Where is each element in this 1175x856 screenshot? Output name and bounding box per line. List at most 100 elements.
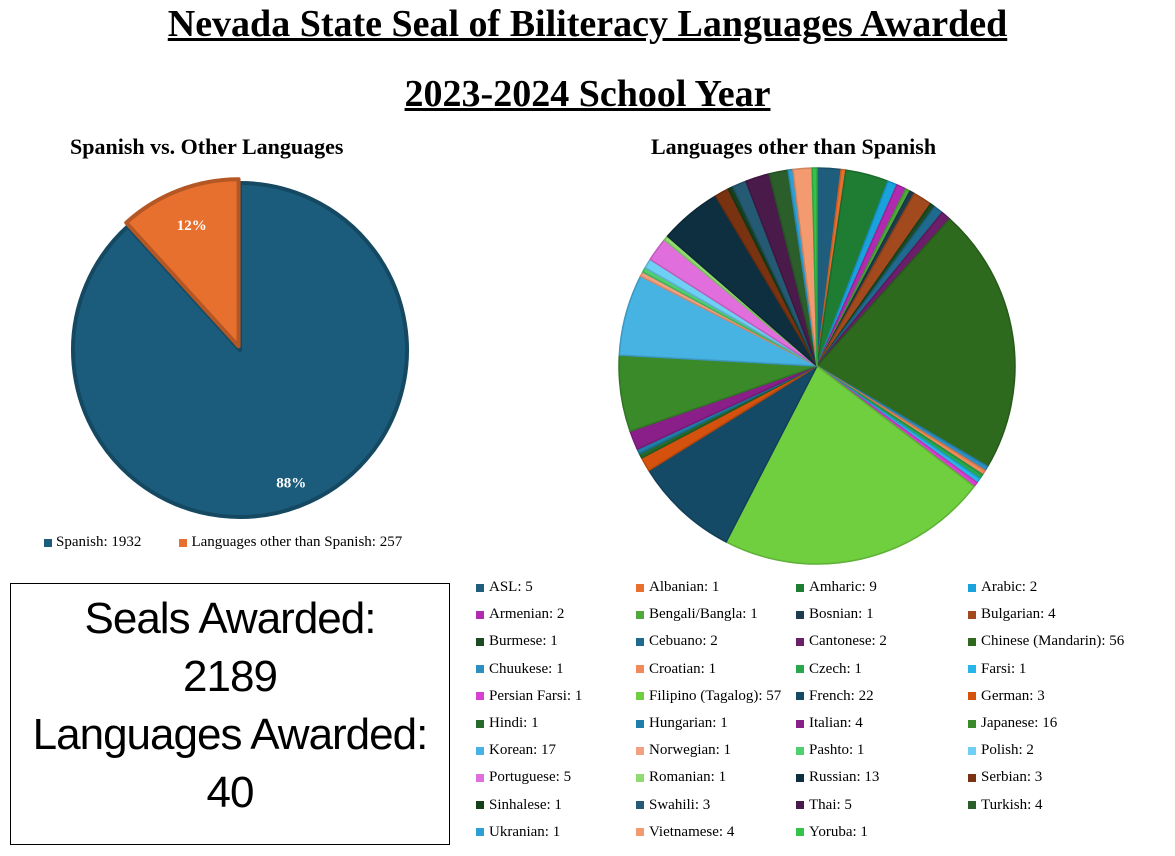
- legend-item: Cantonese: 2: [796, 628, 968, 655]
- legend-swatch: [476, 583, 484, 592]
- legend-label: Polish: 2: [981, 742, 1034, 759]
- legend-label: Vietnamese: 4: [649, 823, 735, 840]
- legend-item: German: 3: [968, 683, 1158, 710]
- legend-item: Burmese: 1: [476, 628, 636, 655]
- legend-label: Amharic: 9: [809, 579, 877, 596]
- legend-label: Hindi: 1: [489, 715, 539, 732]
- legend-item: Thai: 5: [796, 792, 968, 819]
- legend-item: Cebuano: 2: [636, 628, 796, 655]
- legend-swatch: [476, 801, 484, 810]
- languages-awarded-value: 40: [206, 768, 255, 817]
- legend-item: Korean: 17: [476, 737, 636, 764]
- legend-swatch: [968, 746, 976, 755]
- legend-label: Languages other than Spanish: 257: [191, 534, 403, 550]
- legend-swatch: [796, 773, 804, 782]
- seals-awarded-label: Seals Awarded:: [84, 594, 377, 643]
- legend-label: Bulgarian: 4: [981, 606, 1056, 623]
- legend-swatch: [636, 746, 644, 755]
- seals-awarded-value: 2189: [183, 652, 278, 701]
- legend-swatch: [968, 665, 976, 674]
- legend-swatch: [636, 801, 644, 810]
- legend-label: Persian Farsi: 1: [489, 687, 583, 704]
- legend-swatch: [636, 583, 644, 592]
- legend-swatch: [476, 610, 484, 619]
- legend-item: Russian: 13: [796, 764, 968, 791]
- legend-swatch: [796, 801, 804, 810]
- legend-swatch: [636, 828, 644, 837]
- legend-swatch: [796, 665, 804, 674]
- legend-label: Romanian: 1: [649, 769, 727, 786]
- legend-other-languages: ASL: 5 Albanian: 1 Amharic: 9 Arabic: 2 Arme…: [476, 574, 1175, 846]
- legend-item: Norwegian: 1: [636, 737, 796, 764]
- legend-label: Japanese: 16: [981, 715, 1058, 732]
- legend-swatch: [476, 773, 484, 782]
- legend-label: Albanian: 1: [649, 579, 720, 596]
- legend-item: Swahili: 3: [636, 792, 796, 819]
- pie-slice-spanish: [70, 181, 409, 519]
- legend-label: German: 3: [981, 687, 1045, 704]
- legend-label: Cantonese: 2: [809, 633, 887, 650]
- legend-label: Yoruba: 1: [809, 823, 868, 840]
- legend-label: Sinhalese: 1: [489, 796, 562, 813]
- legend-swatch: [636, 610, 644, 619]
- legend-swatch: [968, 773, 976, 782]
- legend-label: Chinese (Mandarin): 56: [981, 633, 1125, 650]
- legend-item: Japanese: 16: [968, 710, 1158, 737]
- legend-swatch: [636, 719, 644, 728]
- chart-title-other-languages: Languages other than Spanish: [651, 134, 937, 159]
- legend-label: Serbian: 3: [981, 769, 1043, 786]
- legend-label: Ukranian: 1: [489, 823, 561, 840]
- legend-swatch: [968, 610, 976, 619]
- legend-swatch: [476, 692, 484, 701]
- legend-item: Croatian: 1: [636, 656, 796, 683]
- legend-item: Chuukese: 1: [476, 656, 636, 683]
- legend-item: Filipino (Tagalog): 57: [636, 683, 796, 710]
- legend-item: Albanian: 1: [636, 574, 796, 601]
- legend-item: Armenian: 2: [476, 601, 636, 628]
- legend-item: Chinese (Mandarin): 56: [968, 628, 1158, 655]
- legend-label: Hungarian: 1: [649, 715, 728, 732]
- legend-item: Pashto: 1: [796, 737, 968, 764]
- legend-label: Croatian: 1: [649, 660, 717, 677]
- legend-swatch: [968, 637, 976, 646]
- legend-item: French: 22: [796, 683, 968, 710]
- legend-item: Romanian: 1: [636, 764, 796, 791]
- legend-item: Yoruba: 1: [796, 819, 968, 846]
- legend-item: Hindi: 1: [476, 710, 636, 737]
- chart-title-spanish-vs-other: Spanish vs. Other Languages: [70, 134, 344, 159]
- legend-label: Arabic: 2: [981, 579, 1038, 596]
- pie-slice-filipino-tagalog: [725, 365, 975, 565]
- legend-spanish-vs-other: Spanish: 1932 Languages other than Spani…: [44, 534, 402, 551]
- legend-swatch: [476, 746, 484, 755]
- legend-swatch: [796, 746, 804, 755]
- legend-item: Bulgarian: 4: [968, 601, 1158, 628]
- legend-item: Portuguese: 5: [476, 764, 636, 791]
- legend-label: Bengali/Bangla: 1: [649, 606, 758, 623]
- pie-percent-label: 88%: [276, 475, 306, 491]
- legend-swatch: [476, 828, 484, 837]
- legend-swatch: [796, 583, 804, 592]
- legend-item: Vietnamese: 4: [636, 819, 796, 846]
- legend-item: Spanish: 1932: [44, 534, 141, 551]
- legend-label: Spanish: 1932: [56, 534, 142, 550]
- legend-item: Arabic: 2: [968, 574, 1158, 601]
- legend-swatch: [796, 637, 804, 646]
- legend-swatch: [968, 719, 976, 728]
- legend-item: Bengali/Bangla: 1: [636, 601, 796, 628]
- legend-label: Farsi: 1: [981, 660, 1027, 677]
- legend-label: Burmese: 1: [489, 633, 558, 650]
- legend-swatch: [179, 538, 188, 547]
- legend-item: Polish: 2: [968, 737, 1158, 764]
- legend-swatch: [796, 692, 804, 701]
- legend-swatch: [476, 665, 484, 674]
- legend-item: Amharic: 9: [796, 574, 968, 601]
- pie-slice-other-languages: [124, 177, 241, 349]
- legend-label: Turkish: 4: [981, 796, 1043, 813]
- main-title: Nevada State Seal of Biliteracy Language…: [167, 3, 1008, 45]
- legend-swatch: [636, 637, 644, 646]
- languages-awarded-label: Languages Awarded:: [32, 710, 429, 759]
- legend-item: Sinhalese: 1: [476, 792, 636, 819]
- legend-item: Languages other than Spanish: 257: [179, 534, 402, 551]
- legend-label: Norwegian: 1: [649, 742, 732, 759]
- legend-swatch: [968, 583, 976, 592]
